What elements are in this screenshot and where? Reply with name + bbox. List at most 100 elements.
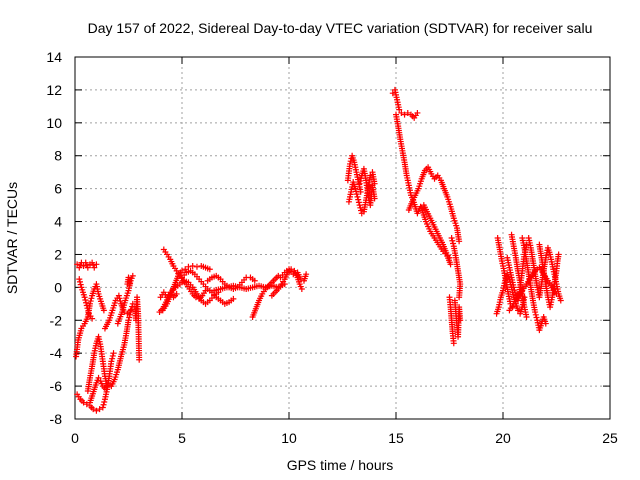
plot-frame <box>74 56 611 420</box>
data-point <box>182 266 189 273</box>
data-point <box>356 180 363 187</box>
data-point <box>355 196 362 203</box>
data-point <box>542 320 549 327</box>
data-point <box>100 401 107 408</box>
data-point <box>353 191 360 198</box>
data-point <box>510 284 517 291</box>
data-point <box>80 262 87 269</box>
data-point <box>76 278 83 285</box>
data-point <box>125 317 132 324</box>
data-point <box>450 340 457 347</box>
data-point <box>91 264 98 271</box>
y-tick-label: 10 <box>46 115 62 131</box>
data-point <box>100 307 107 314</box>
data-point <box>456 294 463 301</box>
data-point <box>101 398 108 405</box>
data-point <box>93 407 100 414</box>
y-tick-labels: -8 -6 -4 -2 0 2 4 6 8 10 12 14 <box>46 49 62 427</box>
data-point <box>109 355 116 362</box>
data-point <box>523 241 530 248</box>
data-point <box>83 302 90 309</box>
data-point <box>115 292 122 299</box>
data-point <box>83 401 90 408</box>
data-point <box>108 358 115 365</box>
data-point <box>136 356 143 363</box>
data-point <box>512 289 519 296</box>
data-point <box>352 185 359 192</box>
data-point <box>88 295 95 302</box>
data-point <box>206 266 213 273</box>
y-tick-label: 4 <box>54 214 62 230</box>
data-point <box>448 235 455 241</box>
data-point <box>87 298 94 305</box>
x-tick-labels: 0 5 10 15 20 25 <box>71 430 618 446</box>
x-tick-label: 15 <box>388 430 404 446</box>
data-point <box>557 297 564 304</box>
data-point <box>230 295 237 302</box>
data-point <box>401 111 408 118</box>
data-point <box>357 177 364 184</box>
data-point <box>354 193 361 200</box>
data-point <box>90 406 97 413</box>
y-tick-label: -2 <box>50 312 63 328</box>
data-point <box>389 90 396 97</box>
data-point <box>129 272 136 279</box>
x-tick-label: 5 <box>178 430 186 446</box>
data-point <box>346 160 353 167</box>
data-point <box>532 309 539 316</box>
data-point <box>126 311 133 318</box>
data-point <box>85 307 92 314</box>
data-point <box>126 314 133 321</box>
data-point <box>353 188 360 195</box>
data-point <box>555 251 562 258</box>
data-points <box>73 86 564 414</box>
x-tick-label: 25 <box>602 430 618 446</box>
data-point <box>84 264 91 271</box>
data-point <box>457 317 464 324</box>
data-point <box>80 399 87 406</box>
data-point <box>76 276 83 283</box>
x-tick-label: 20 <box>495 430 511 446</box>
y-tick-label: 12 <box>46 82 62 98</box>
data-point <box>456 238 463 245</box>
data-point <box>298 286 305 293</box>
data-point <box>511 287 518 294</box>
data-point <box>81 294 88 301</box>
data-point <box>396 106 403 113</box>
data-point <box>447 261 454 268</box>
data-point <box>83 299 90 306</box>
data-point <box>95 374 102 381</box>
data-point <box>93 261 100 268</box>
data-point <box>449 237 456 244</box>
data-point <box>110 350 117 357</box>
data-point <box>74 261 81 268</box>
data-point <box>533 314 540 321</box>
data-point <box>173 290 180 297</box>
data-point <box>358 207 365 214</box>
data-point <box>523 313 530 320</box>
data-point <box>189 262 196 269</box>
data-point <box>126 281 133 288</box>
y-tick-label: 0 <box>54 279 62 295</box>
x-tick-label: 0 <box>71 430 79 446</box>
y-tick-label: 6 <box>54 181 62 197</box>
data-point <box>82 296 89 303</box>
data-point <box>84 305 91 312</box>
y-tick-label: 14 <box>46 49 62 65</box>
data-point <box>116 295 123 302</box>
y-tick-label: 8 <box>54 148 62 164</box>
data-point <box>450 240 457 247</box>
data-point <box>553 290 560 297</box>
data-point <box>96 406 103 413</box>
data-point <box>398 109 405 116</box>
data-point <box>355 199 362 206</box>
data-point <box>89 315 96 322</box>
data-point <box>179 267 185 274</box>
data-point <box>303 271 310 278</box>
y-tick-label: -4 <box>50 345 63 361</box>
y-tick-label: 2 <box>54 246 62 262</box>
y-tick-label: -6 <box>50 378 63 394</box>
data-point <box>404 109 411 116</box>
data-point <box>371 195 378 202</box>
